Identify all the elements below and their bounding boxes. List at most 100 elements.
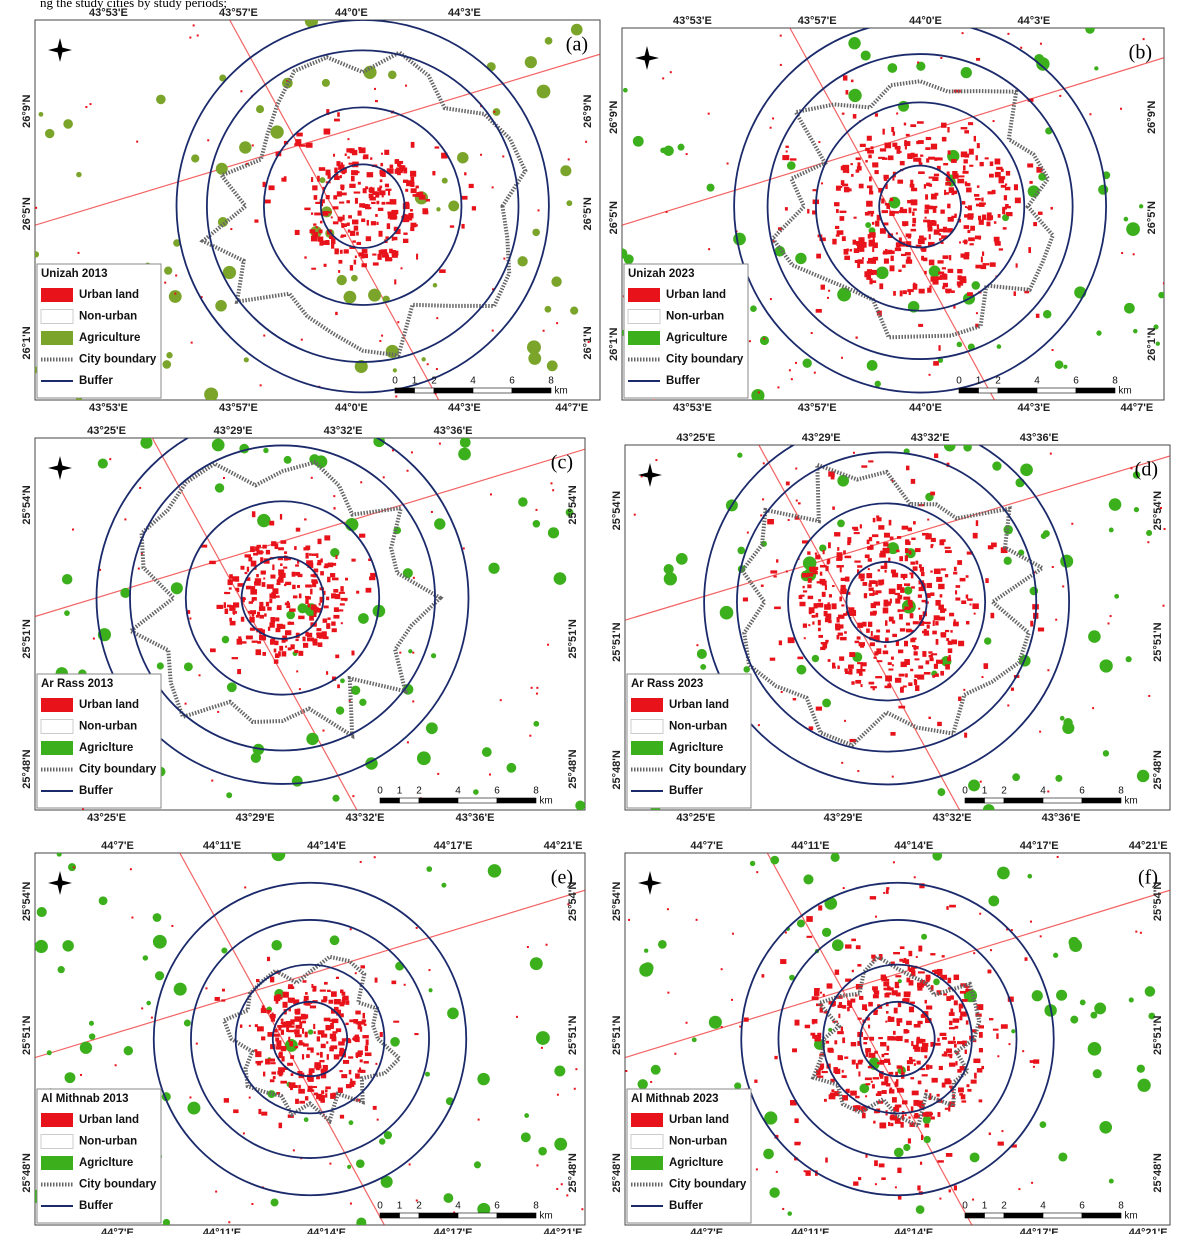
urban-patch [305,1032,308,1038]
scale-segment [419,1213,458,1218]
urban-spot [556,1188,558,1190]
urban-patch [352,240,355,242]
urban-patch [856,336,858,338]
agriculture-patch [760,336,769,345]
urban-spot [827,297,829,299]
urban-patch [296,1025,302,1029]
agriculture-patch [441,883,446,888]
urban-patch [839,656,844,660]
urban-patch [946,666,948,669]
urban-patch [902,1100,908,1104]
urban-patch [311,574,315,577]
urban-patch [987,970,991,974]
urban-patch [806,916,813,922]
urban-patch [949,905,956,908]
scale-label: 2 [1001,1201,1007,1212]
agriculture-patch [1053,953,1058,958]
urban-patch [338,217,343,222]
urban-patch [961,600,966,604]
agriculture-patch [155,971,164,980]
urban-patch [395,159,399,164]
longitude-label: 43°29'E [802,432,841,444]
urban-spot [786,150,788,152]
latitude-label: 26°1'N [582,326,594,359]
urban-patch [770,658,775,661]
agriculture-patch [554,572,567,585]
urban-spot [492,186,494,188]
urban-patch [949,1012,955,1016]
urban-spot [412,652,414,654]
urban-spot [493,111,495,113]
urban-patch [934,157,940,160]
urban-spot [407,741,409,743]
latitude-label: 25°51'N [1152,622,1164,661]
urban-patch [902,221,908,226]
urban-spot [1040,43,1042,45]
urban-patch [295,1099,299,1104]
urban-patch [876,630,880,633]
urban-spot [536,687,538,689]
urban-patch [793,698,796,700]
urban-patch [883,251,887,255]
urban-patch [904,123,906,126]
urban-patch [895,146,901,150]
urban-spot [556,322,558,324]
urban-patch [298,651,303,656]
urban-patch [824,1099,827,1102]
urban-patch [925,1000,927,1004]
agriculture-patch [120,588,130,598]
urban-patch [785,207,788,210]
urban-patch [889,589,896,595]
urban-patch [252,641,258,643]
agriculture-patch [268,1090,276,1098]
agriculture-patch [257,514,270,527]
urban-patch [1015,198,1021,204]
urban-patch [324,566,329,568]
urban-spot [141,1007,143,1009]
urban-patch [901,254,906,256]
urban-patch [995,241,1001,246]
urban-patch [942,267,946,269]
urban-patch [900,628,905,631]
scale-segment [400,798,420,803]
urban-spot [500,699,502,701]
urban-patch [359,534,365,538]
scale-label: 6 [494,1201,500,1212]
urban-patch [890,1123,893,1126]
urban-patch [1004,195,1007,200]
urban-patch [899,674,905,677]
agriculture-patch [517,256,527,266]
urban-spot [650,1081,652,1083]
urban-patch [886,630,890,633]
urban-spot [781,691,783,693]
urban-patch [898,151,902,153]
urban-spot [478,1119,480,1121]
urban-patch [330,1034,336,1039]
urban-patch [837,555,842,560]
urban-patch [267,584,274,589]
scale-label: 1 [982,786,988,797]
urban-patch [878,569,880,571]
agriculture-patch [448,201,459,212]
agriculture-patch [763,1149,774,1160]
urban-spot [397,321,399,323]
urban-patch [837,547,839,551]
urban-patch [859,673,863,676]
agriculture-patch [787,1211,792,1216]
urban-patch [842,236,846,241]
agriculture-patch [239,141,251,153]
urban-patch [229,587,232,589]
urban-patch [844,631,847,634]
latitude-label: 25°48'N [567,1153,579,1192]
urban-patch [994,221,996,223]
urban-patch [262,545,266,549]
urban-patch [903,290,907,294]
urban-patch [335,312,338,315]
urban-patch [963,165,966,170]
urban-spot [377,1119,379,1121]
urban-patch [918,140,924,144]
agriculture-patch [1011,1029,1015,1033]
urban-patch [333,195,337,199]
urban-patch [774,607,781,610]
urban-spot [546,944,548,946]
